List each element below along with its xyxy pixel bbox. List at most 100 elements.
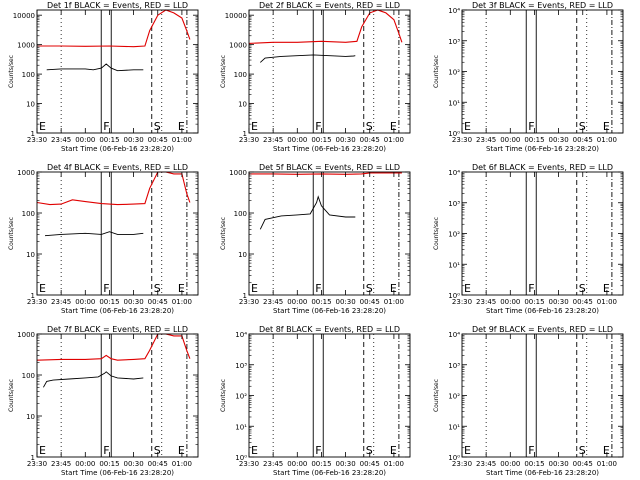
y-axis-label: Counts/sec [8, 379, 15, 412]
x-axis-label: Start Time (06-Feb-16 23:28:20) [273, 469, 386, 477]
y-tick-label: 1000 [17, 169, 35, 177]
marker-label: E [464, 282, 471, 295]
x-axis-label: Start Time (06-Feb-16 23:28:20) [486, 469, 599, 477]
marker-label: F [528, 282, 534, 295]
plot-frame [248, 9, 411, 134]
x-tick-label: 23:45 [476, 460, 496, 468]
marker-label: E [251, 120, 258, 133]
y-tick-label: 10³ [448, 200, 460, 208]
x-tick-label: 00:45 [360, 136, 380, 144]
y-tick-label: 10¹ [235, 423, 247, 431]
y-axis-label: Counts/sec [433, 217, 440, 250]
x-tick-label: 00:00 [500, 136, 520, 144]
marker-label: S [579, 120, 586, 133]
x-tick-label: 01:00 [172, 136, 192, 144]
x-tick-label: 00:45 [573, 298, 593, 306]
x-tick-label: 00:00 [287, 298, 307, 306]
x-tick-label: 00:15 [99, 460, 119, 468]
y-axis-label: Counts/sec [220, 55, 227, 88]
x-tick-label: 23:30 [27, 136, 47, 144]
x-tick-label: 23:45 [476, 136, 496, 144]
series-events-line [259, 54, 356, 63]
x-tick-label: 00:00 [500, 298, 520, 306]
x-axis-label: Start Time (06-Feb-16 23:28:20) [486, 307, 599, 315]
y-tick-label: 10² [235, 393, 247, 401]
chart-panel-5: Det 5f BLACK = Events, RED = LLD Start Ti… [220, 163, 411, 315]
plot-frame [248, 171, 411, 296]
x-tick-label: 00:15 [99, 136, 119, 144]
x-tick-label: 01:00 [384, 136, 404, 144]
marker-label: S [154, 282, 161, 295]
chart-title: Det 1f BLACK = Events, RED = LLD [47, 1, 188, 10]
series-events-line [44, 231, 144, 237]
x-tick-label: 00:30 [549, 460, 569, 468]
marker-label: E [178, 282, 185, 295]
x-tick-label: 23:45 [51, 460, 71, 468]
series-events-line [259, 195, 356, 230]
y-tick-label: 10⁰ [448, 454, 460, 462]
chart-title: Det 5f BLACK = Events, RED = LLD [259, 163, 400, 172]
chart-title: Det 9f BLACK = Events, RED = LLD [472, 325, 613, 334]
x-tick-label: 00:15 [311, 460, 331, 468]
chart-panel-6: Det 6f BLACK = Events, RED = LLD Start Ti… [433, 163, 624, 315]
marker-label: S [154, 120, 161, 133]
x-tick-label: 00:15 [524, 298, 544, 306]
x-tick-label: 01:00 [597, 298, 617, 306]
y-tick-label: 1 [31, 454, 35, 462]
marker-label: F [103, 120, 109, 133]
marker-label: S [366, 444, 373, 457]
marker-label: S [579, 282, 586, 295]
chart-panel-4: Det 4f BLACK = Events, RED = LLD Start Ti… [8, 163, 199, 315]
marker-label: E [39, 282, 46, 295]
chart-panel-1: Det 1f BLACK = Events, RED = LLD Start Ti… [8, 1, 199, 153]
chart-panel-3: Det 3f BLACK = Events, RED = LLD Start Ti… [433, 1, 624, 153]
y-axis-label: Counts/sec [220, 379, 227, 412]
y-tick-label: 10000 [225, 12, 247, 20]
chart-title: Det 3f BLACK = Events, RED = LLD [472, 1, 613, 10]
x-tick-label: 23:45 [51, 298, 71, 306]
marker-label: S [579, 444, 586, 457]
x-tick-label: 01:00 [384, 298, 404, 306]
marker-label: E [464, 120, 471, 133]
x-axis-label: Start Time (06-Feb-16 23:28:20) [486, 145, 599, 153]
marker-label: E [603, 444, 610, 457]
y-tick-label: 10⁴ [448, 331, 460, 339]
x-tick-label: 23:30 [239, 298, 259, 306]
chart-panel-8: Det 8f BLACK = Events, RED = LLD Start Ti… [220, 325, 411, 477]
x-tick-label: 23:45 [476, 298, 496, 306]
plot-frame [36, 9, 199, 134]
marker-label: F [315, 120, 321, 133]
x-tick-label: 00:45 [148, 298, 168, 306]
y-tick-label: 10⁴ [448, 169, 460, 177]
series-events-line [46, 63, 144, 72]
chart-panel-2: Det 2f BLACK = Events, RED = LLD Start Ti… [220, 1, 411, 153]
y-tick-label: 1000 [17, 42, 35, 50]
series-lld-line [36, 171, 191, 206]
marker-label: E [251, 282, 258, 295]
x-tick-label: 00:45 [360, 298, 380, 306]
plot-frame [36, 333, 199, 458]
y-tick-label: 100 [234, 210, 247, 218]
x-tick-label: 00:15 [311, 136, 331, 144]
x-tick-label: 00:15 [99, 298, 119, 306]
y-tick-label: 10² [448, 231, 460, 239]
y-tick-label: 100 [234, 71, 247, 79]
x-tick-label: 01:00 [597, 136, 617, 144]
x-tick-label: 00:30 [336, 298, 356, 306]
y-tick-label: 10³ [448, 362, 460, 370]
x-tick-label: 00:15 [524, 460, 544, 468]
x-tick-label: 23:30 [239, 136, 259, 144]
x-tick-label: 00:30 [336, 136, 356, 144]
marker-label: F [103, 282, 109, 295]
y-tick-label: 1000 [229, 169, 247, 177]
y-axis-label: Counts/sec [8, 55, 15, 88]
y-axis-label: Counts/sec [8, 217, 15, 250]
x-tick-label: 00:45 [360, 460, 380, 468]
series-lld-line [248, 9, 403, 44]
y-tick-label: 1000 [17, 331, 35, 339]
chart-title: Det 7f BLACK = Events, RED = LLD [47, 325, 188, 334]
x-tick-label: 00:15 [311, 298, 331, 306]
x-tick-label: 00:45 [573, 136, 593, 144]
chart-panel-7: Det 7f BLACK = Events, RED = LLD Start Ti… [8, 325, 199, 477]
